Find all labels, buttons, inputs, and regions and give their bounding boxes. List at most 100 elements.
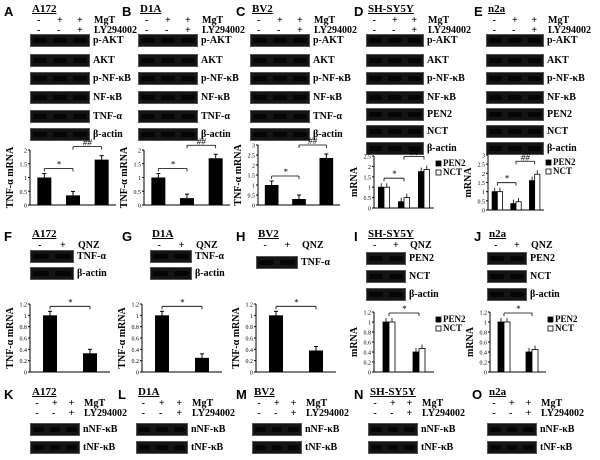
blot-label: TNF-α <box>195 251 224 262</box>
protein-band <box>153 271 168 276</box>
protein-band <box>53 132 67 137</box>
panel-letter: C <box>236 4 246 19</box>
y-tick-label: 0 <box>136 371 139 377</box>
bar <box>496 191 503 211</box>
protein-band <box>141 58 155 63</box>
protein-band <box>253 114 267 119</box>
significance-mark: * <box>180 297 185 307</box>
protein-band <box>369 76 383 81</box>
protein-band <box>508 58 522 63</box>
protein-band <box>508 95 522 100</box>
bar <box>264 185 279 205</box>
blot-strip <box>366 72 424 85</box>
blot-strip <box>30 72 90 85</box>
legend-swatch <box>547 316 554 323</box>
lane-sign: + <box>390 398 396 409</box>
lane-sign: - <box>373 408 377 419</box>
protein-band <box>407 76 421 81</box>
y-tick-label: 2 <box>368 165 371 171</box>
lane-sign: + <box>411 25 418 36</box>
lane-sign: + <box>411 15 418 26</box>
y-tick-label: 0.5 <box>20 190 28 196</box>
y-tick-label: 2 <box>482 172 485 178</box>
legend-swatch <box>435 160 442 167</box>
lane-sign: - <box>277 25 281 36</box>
lane-sign: - <box>35 408 39 419</box>
blot-label: p-NF-κB <box>547 73 585 84</box>
y-tick-label: 0 <box>250 371 253 377</box>
lane-sign: - <box>35 398 39 409</box>
treatment-label: LY294002 <box>422 408 465 419</box>
protein-band <box>371 427 382 432</box>
protein-band <box>510 292 524 297</box>
lane-sign: - <box>373 398 377 409</box>
y-tick-label: 2 <box>252 164 255 170</box>
blot-strip <box>138 128 198 141</box>
blot-label: nNF-κB <box>191 424 226 435</box>
blot-label: β-actin <box>77 268 107 279</box>
blot-label: nNF-κB <box>421 424 456 435</box>
protein-band <box>280 260 295 265</box>
y-axis-label: TNF-α mRNA <box>117 307 128 369</box>
protein-band <box>181 76 195 81</box>
protein-band <box>73 38 87 43</box>
blot-strip <box>136 423 188 436</box>
legend-swatch <box>435 325 442 332</box>
protein-band <box>66 427 77 432</box>
legend-label: NCT <box>443 323 462 333</box>
legend-label: PEN2 <box>443 158 466 168</box>
blot-strip <box>138 72 198 85</box>
protein-band <box>53 38 67 43</box>
panel-letter: A <box>4 4 14 19</box>
bar <box>94 159 109 205</box>
lane-sign: + <box>531 25 538 36</box>
protein-band <box>141 38 155 43</box>
y-tick-label: 0.4 <box>480 351 488 357</box>
blot-label: β-actin <box>313 129 343 140</box>
blot-label: tNF-κB <box>83 442 116 453</box>
bar <box>423 169 430 209</box>
protein-band <box>273 58 287 63</box>
panel-letter: M <box>236 387 247 402</box>
protein-band <box>369 292 383 297</box>
legend-label: PEN2 <box>555 314 578 324</box>
significance-mark: ## <box>83 138 93 148</box>
lane-sign: + <box>297 25 303 36</box>
protein-band <box>407 129 421 134</box>
protein-band <box>506 427 518 432</box>
bar <box>497 321 505 373</box>
lane-sign: - <box>141 408 145 419</box>
protein-band <box>489 146 503 151</box>
protein-band <box>490 292 504 297</box>
lane-sign: - <box>38 240 42 251</box>
cell-line-title: SH-SY5Y <box>368 228 414 240</box>
protein-band <box>73 76 87 81</box>
bar <box>43 315 57 372</box>
blot-label: nNF-κB <box>83 424 118 435</box>
protein-band <box>489 76 503 81</box>
protein-band <box>508 146 522 151</box>
lane-sign: - <box>492 398 496 409</box>
protein-band <box>273 132 287 137</box>
protein-band <box>404 427 415 432</box>
lane-sign: - <box>57 25 61 36</box>
protein-band <box>388 76 402 81</box>
y-tick-label: 1 <box>24 314 27 320</box>
protein-band <box>490 427 501 432</box>
protein-band <box>255 427 266 432</box>
protein-band <box>369 112 383 117</box>
blot-label: TNF-α <box>301 257 330 268</box>
lane-sign: + <box>185 15 191 26</box>
y-tick-label: 0.8 <box>480 331 488 337</box>
blot-strip <box>252 441 302 454</box>
lane-sign: + <box>392 15 398 26</box>
treatment-label: LY294002 <box>202 25 245 36</box>
treatment-label: MgT <box>306 398 328 409</box>
protein-band <box>527 38 541 43</box>
bar <box>208 158 223 205</box>
protein-band <box>490 274 504 279</box>
protein-band <box>55 254 71 259</box>
blot-strip <box>250 34 310 47</box>
blot-label: p-AKT <box>427 35 458 46</box>
